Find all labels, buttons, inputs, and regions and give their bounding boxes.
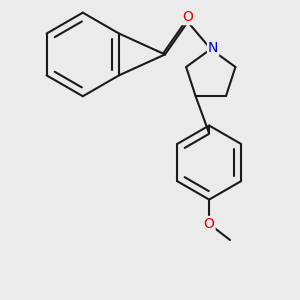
Text: O: O — [182, 10, 193, 24]
Text: O: O — [204, 217, 214, 231]
Text: N: N — [208, 41, 218, 55]
